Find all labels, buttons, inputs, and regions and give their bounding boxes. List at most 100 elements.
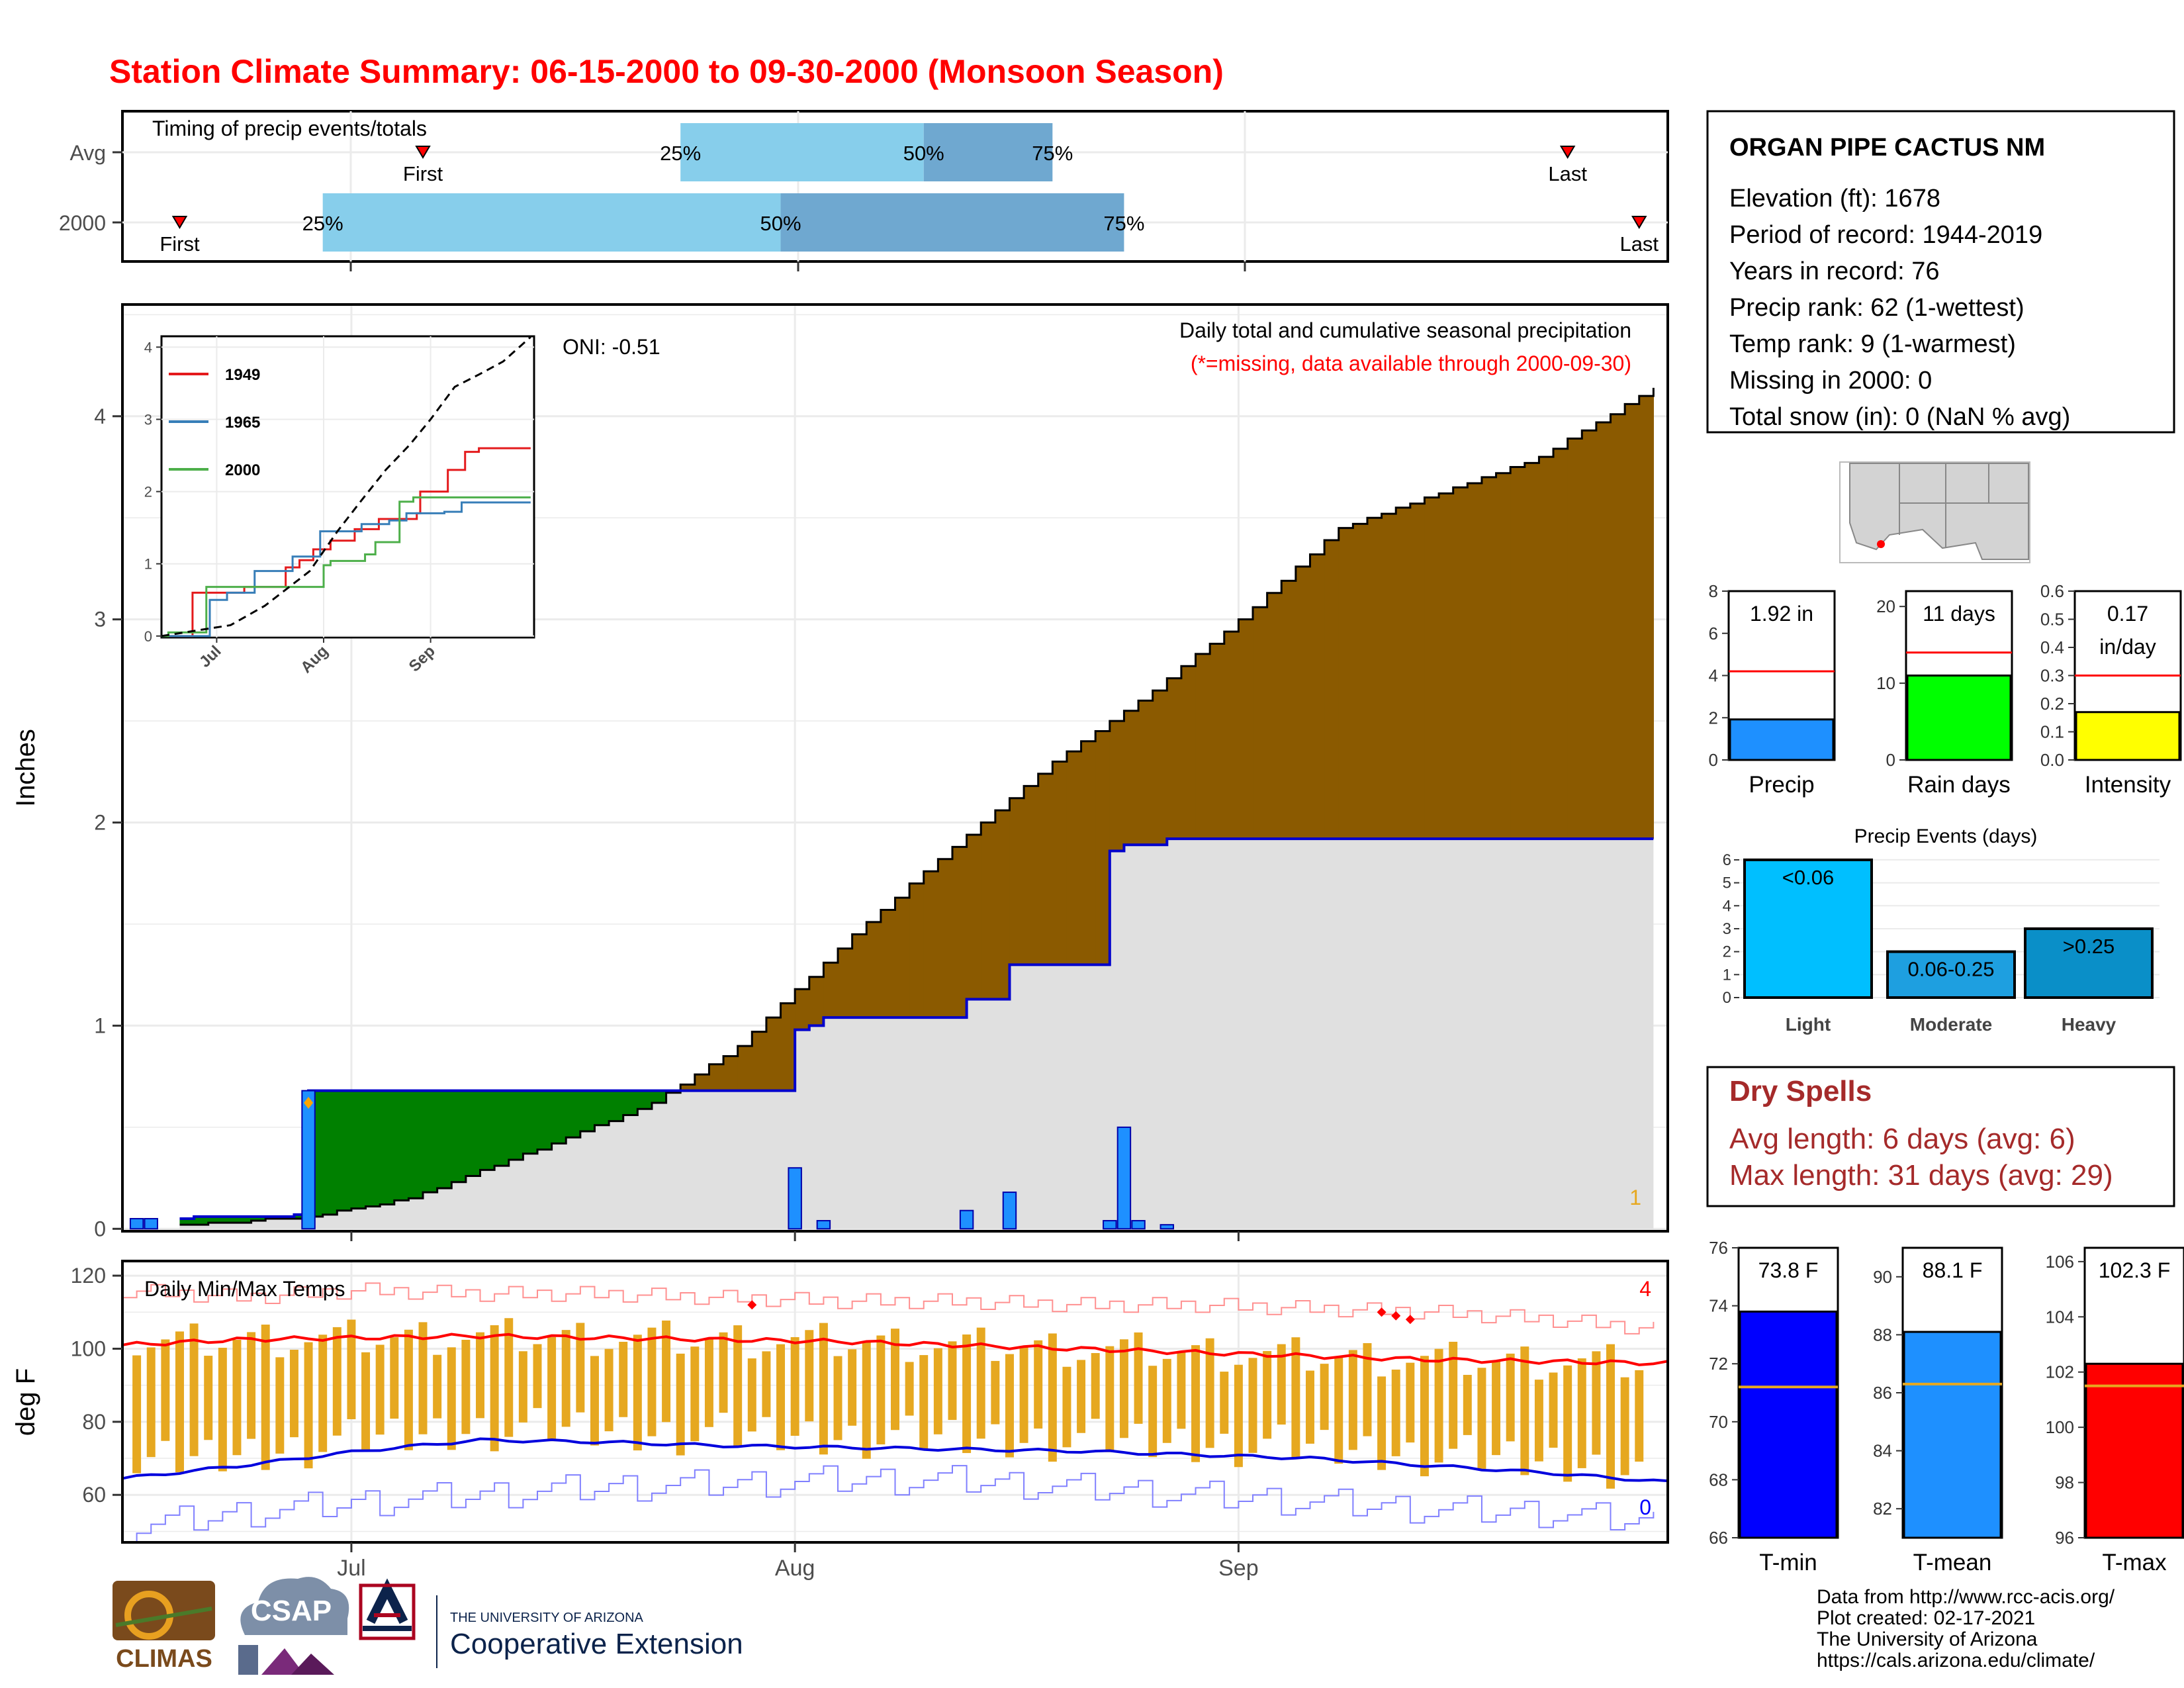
- deficit-area: [1081, 741, 1096, 965]
- dry-spells-box: Dry Spells Avg length: 6 days (avg: 6) M…: [1706, 1066, 2175, 1207]
- summary-bar-value-text: 1.92 in: [1750, 602, 1813, 626]
- daily-temp-bar: [1620, 1377, 1629, 1476]
- surplus-area: [465, 1090, 481, 1176]
- dry-spells-title: Dry Spells: [1729, 1075, 1872, 1107]
- daily-temp-bar: [132, 1355, 142, 1474]
- inset-ytick-label: 3: [144, 411, 152, 428]
- daily-temp-bar: [1534, 1380, 1543, 1462]
- temp-summary-value-bar: [2085, 1362, 2184, 1539]
- surplus-area: [580, 1090, 596, 1132]
- record-min-line: [122, 1465, 1655, 1543]
- daily-temp-bar: [318, 1335, 328, 1452]
- temp-caption: Daily Min/Max Temps: [144, 1277, 345, 1301]
- temp-summary-value-text: 73.8 F: [1758, 1258, 1819, 1282]
- daily-temp-bar: [1334, 1356, 1343, 1464]
- surplus-area: [365, 1090, 381, 1207]
- timing-q25-label: 25%: [302, 212, 343, 235]
- daily-temp-bar: [762, 1351, 771, 1417]
- events-tick-label: 2: [1723, 943, 1731, 961]
- deficit-area: [1396, 507, 1411, 839]
- deficit-area: [1410, 503, 1426, 839]
- daily-temp-bar: [819, 1323, 828, 1455]
- temp-xtick-label: Jul: [337, 1556, 365, 1581]
- csap-logo: CSAP: [238, 1577, 349, 1675]
- observed-cumulative-line: [179, 837, 1654, 1220]
- station-name: ORGAN PIPE CACTUS NM: [1729, 134, 2045, 162]
- events-tick-label: 4: [1723, 897, 1731, 915]
- summary-bar-tick-label: 8: [1709, 581, 1718, 601]
- daily-temp-bar: [833, 1356, 842, 1440]
- surplus-area: [609, 1090, 624, 1121]
- daily-temp-bar: [161, 1339, 170, 1441]
- deficit-area: [1195, 653, 1210, 839]
- precip-ylabel: Inches: [11, 729, 40, 807]
- inset-legend-label: 2000: [225, 461, 260, 479]
- surplus-area: [437, 1090, 452, 1188]
- summary-bar-tick-label: 0.3: [2040, 666, 2064, 686]
- deficit-area: [1424, 497, 1439, 839]
- daily-temp-bar: [461, 1339, 471, 1434]
- temp-summary-tick-label: 88: [1873, 1325, 1892, 1344]
- daily-temp-bar: [561, 1330, 570, 1427]
- daily-temp-bar: [304, 1342, 313, 1469]
- summary-bar-value-text: 11 days: [1923, 602, 1995, 626]
- credits: Data from http://www.rcc-acis.org/ Plot …: [1817, 1586, 2115, 1671]
- events-bar-range: <0.06: [1782, 866, 1834, 889]
- daily-temp-bar: [1091, 1353, 1100, 1419]
- daily-temp-bar: [1177, 1352, 1186, 1429]
- deficit-area: [995, 810, 1011, 1000]
- daily-temp-bar: [704, 1339, 713, 1427]
- daily-temp-bar: [1520, 1346, 1529, 1476]
- summary-bar-label: Intensity: [2085, 772, 2171, 798]
- deficit-area: [1553, 448, 1569, 839]
- page-title: Station Climate Summary: 06-15-2000 to 0…: [109, 53, 1224, 90]
- credit-line: Plot created: 02-17-2021: [1817, 1607, 2035, 1629]
- daily-temp-bar: [1377, 1376, 1387, 1470]
- daily-temp-bar: [1449, 1341, 1458, 1449]
- daily-temp-bar: [1062, 1366, 1071, 1448]
- precip-ytick-label: 3: [94, 608, 106, 632]
- deficit-area: [1181, 666, 1197, 839]
- deficit-area: [1353, 524, 1368, 839]
- daily-temp-bar: [676, 1353, 685, 1456]
- temp-ytick-label: 100: [71, 1336, 106, 1360]
- deficit-area: [1310, 554, 1325, 839]
- summary-bar-tick-label: 10: [1876, 673, 1895, 693]
- daily-temp-bar: [433, 1354, 442, 1419]
- station-info: ORGAN PIPE CACTUS NM Elevation (ft): 167…: [1706, 110, 2175, 434]
- daily-temp-bar: [733, 1325, 743, 1446]
- daily-temp-bar: [1234, 1364, 1243, 1468]
- temp-summary-tick-label: 98: [2055, 1473, 2074, 1493]
- csap-logo-text: CSAP: [251, 1595, 332, 1627]
- daily-temp-bar: [504, 1318, 514, 1437]
- daily-temp-bar: [533, 1344, 542, 1409]
- daily-precip-bar: [1103, 1220, 1117, 1230]
- daily-temp-bar: [1577, 1358, 1586, 1468]
- daily-temp-bar: [1005, 1354, 1014, 1458]
- daily-temp-bar: [1563, 1365, 1572, 1482]
- temp-summary-tick-label: 66: [1709, 1528, 1728, 1548]
- daily-precip-bar: [1160, 1224, 1175, 1230]
- daily-temp-bar: [1506, 1353, 1515, 1442]
- summary-bar-tick-label: 0.5: [2040, 610, 2064, 630]
- precip-ytick-label: 0: [94, 1217, 106, 1241]
- daily-temp-bar: [1034, 1340, 1043, 1429]
- summary-bar-tick-label: 0: [1709, 750, 1718, 770]
- daily-temp-bar: [1248, 1358, 1257, 1453]
- daily-temp-bar: [805, 1330, 814, 1422]
- daily-temp-bar: [1119, 1339, 1128, 1438]
- station-location-marker: [1877, 540, 1885, 548]
- surplus-area: [537, 1090, 553, 1150]
- climas-logo-text: CLIMAS: [116, 1645, 212, 1673]
- deficit-area: [809, 976, 824, 1026]
- deficit-area: [880, 910, 896, 1018]
- temp-xtick-label: Aug: [775, 1556, 815, 1581]
- deficit-area: [1009, 798, 1024, 965]
- surplus-area: [251, 1216, 266, 1221]
- daily-precip-bar: [1131, 1220, 1146, 1230]
- timing-bar-q50-q75: [923, 123, 1053, 181]
- daily-temp-bar: [261, 1325, 270, 1470]
- precip-ytick-label: 4: [94, 404, 106, 428]
- daily-temp-bar: [218, 1348, 227, 1472]
